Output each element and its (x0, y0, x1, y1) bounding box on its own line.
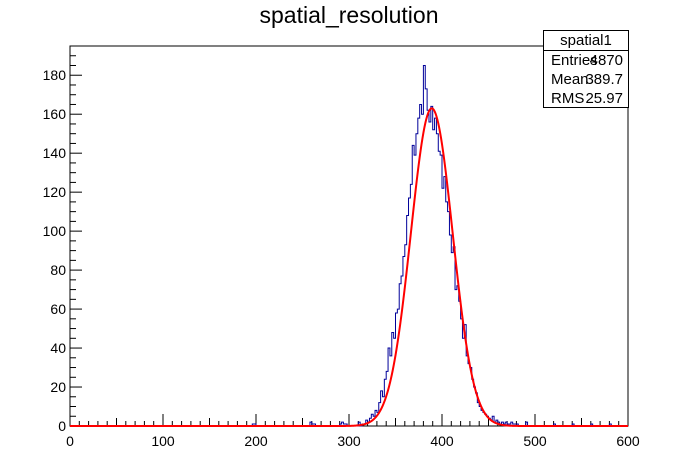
y-tick-label: 20 (50, 379, 66, 395)
histogram-bin (433, 130, 435, 426)
stats-value: 25.97 (585, 90, 623, 107)
stats-row-rms: RMS 25.97 (544, 89, 628, 108)
histogram-bin (446, 202, 448, 426)
y-tick-label: 80 (50, 262, 66, 278)
histogram-bin (457, 286, 459, 426)
chart-title: spatial_resolution (259, 2, 439, 28)
x-tick-label: 400 (430, 433, 454, 449)
histogram-bin (429, 122, 431, 426)
x-axis: 0 100 200 300 400 500 600 (66, 414, 640, 449)
stats-label: RMS (551, 90, 585, 107)
x-tick-label: 0 (66, 433, 74, 449)
y-tick-label: 160 (43, 106, 67, 122)
y-tick-label: 60 (50, 301, 66, 317)
histogram-bin (390, 356, 392, 426)
stats-label: Mean (551, 71, 589, 88)
histogram-bin (462, 338, 464, 426)
stats-value: 389.7 (585, 71, 623, 88)
histogram-bin (448, 212, 450, 426)
y-tick-label: 40 (50, 340, 66, 356)
stats-box-title: spatial1 (544, 31, 628, 51)
histogram-bin (444, 177, 446, 426)
stats-row-entries: Entries 4870 (544, 51, 628, 70)
stats-label: Entries (551, 52, 598, 69)
histogram-bin (459, 301, 461, 426)
x-tick-label: 300 (337, 433, 361, 449)
histogram-bin (407, 216, 409, 426)
x-tick-label: 100 (151, 433, 175, 449)
histogram-bin (422, 114, 424, 426)
histogram-bins (252, 65, 611, 426)
gaussian-fit-curve (70, 107, 628, 427)
histogram-bin (436, 134, 438, 426)
histogram-bin (440, 155, 442, 426)
histogram-series (70, 64, 628, 427)
stats-value: 4870 (589, 52, 623, 69)
stats-box: spatial1 Entries 4870 Mean 389.7 RMS 25.… (543, 30, 629, 108)
y-tick-label: 0 (58, 418, 66, 434)
histogram-bin (423, 65, 425, 426)
histogram-bin (438, 151, 440, 426)
x-tick-label: 600 (616, 433, 640, 449)
histogram-bin (412, 145, 414, 426)
stats-row-mean: Mean 389.7 (544, 70, 628, 89)
histogram-bin (425, 89, 427, 426)
y-axis: 0 20 40 60 80 100 120 140 160 180 (43, 45, 82, 434)
y-tick-label: 140 (43, 145, 67, 161)
x-tick-label: 200 (244, 433, 268, 449)
histogram-bin (466, 356, 468, 426)
y-tick-label: 100 (43, 223, 67, 239)
histogram-bin (431, 106, 433, 426)
histogram-bin (427, 110, 429, 426)
histogram-bin (468, 364, 470, 426)
histogram-bin (455, 290, 457, 426)
histogram-bin (442, 188, 444, 426)
histogram-bin (451, 253, 453, 426)
y-tick-label: 120 (43, 184, 67, 200)
x-tick-label: 500 (523, 433, 547, 449)
histogram-bin (435, 118, 437, 426)
histogram-bin (449, 235, 451, 426)
y-tick-label: 180 (43, 67, 67, 83)
